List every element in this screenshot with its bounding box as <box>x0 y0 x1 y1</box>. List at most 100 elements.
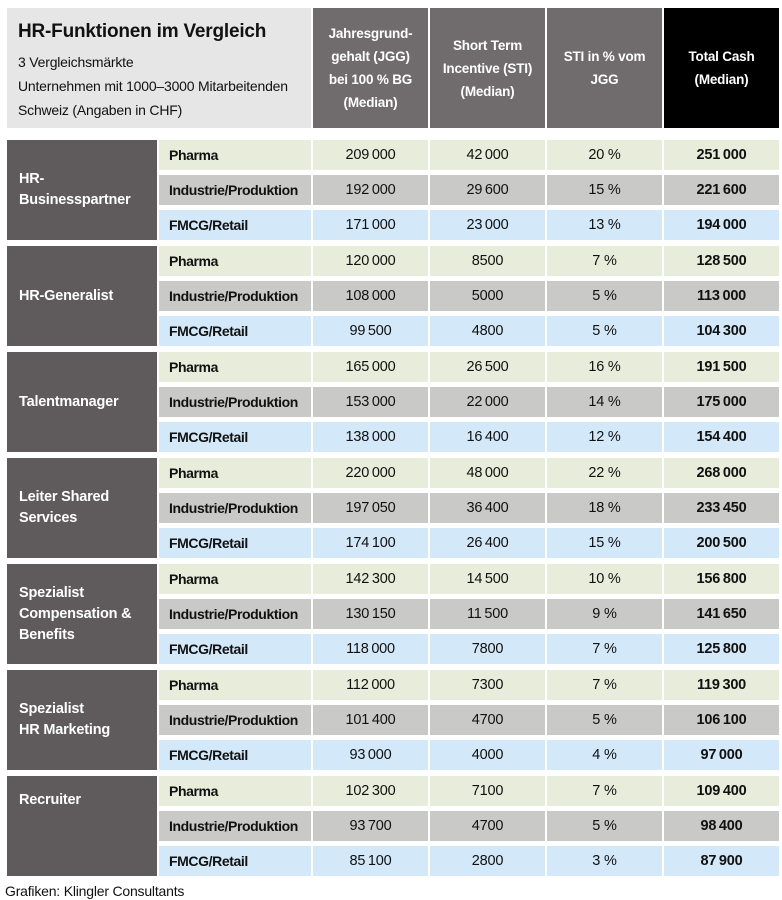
value-cell-jgg: 101 400 <box>313 705 428 735</box>
table-row: Industrie/Produktion 153 000 22 000 14 % 175… <box>159 387 779 417</box>
function-label: Recruiter <box>7 776 157 876</box>
value-cell-total-cash: 97 000 <box>664 740 779 770</box>
value-cell-total-cash: 87 900 <box>664 846 779 876</box>
value-cell-sti: 29 600 <box>430 175 545 205</box>
value-cell-sti-pct: 4 % <box>547 740 662 770</box>
function-label: Talentmanager <box>7 352 157 452</box>
value-cell-sti: 26 500 <box>430 352 545 382</box>
market-cell: Industrie/Produktion <box>159 175 311 205</box>
value-cell-total-cash: 104 300 <box>664 316 779 346</box>
function-label: HR-Businesspartner <box>7 140 157 240</box>
value-cell-total-cash: 128 500 <box>664 246 779 276</box>
function-rows: Pharma 209 000 42 000 20 % 251 000 Industrie/… <box>159 140 779 240</box>
table-row: Pharma 142 300 14 500 10 % 156 800 <box>159 564 779 594</box>
value-cell-jgg: 93 000 <box>313 740 428 770</box>
table-row: Industrie/Produktion 130 150 11 500 9 % 141 … <box>159 599 779 629</box>
value-cell-jgg: 85 100 <box>313 846 428 876</box>
function-group: Recruiter Pharma 102 300 7100 7 % 109 400 Indu… <box>7 776 782 876</box>
value-cell-sti: 4700 <box>430 811 545 841</box>
function-label: Spezialist HR Marketing <box>7 670 157 770</box>
market-cell: Industrie/Produktion <box>159 599 311 629</box>
column-header-sti-pct: STI in % vom JGG <box>547 8 662 128</box>
value-cell-sti: 4000 <box>430 740 545 770</box>
value-cell-sti-pct: 7 % <box>547 246 662 276</box>
value-cell-total-cash: 221 600 <box>664 175 779 205</box>
table-title: HR-Funktionen im Vergleich <box>18 21 267 42</box>
value-cell-sti-pct: 20 % <box>547 140 662 170</box>
value-cell-sti: 4800 <box>430 316 545 346</box>
function-rows: Pharma 142 300 14 500 10 % 156 800 Industrie/… <box>159 564 779 664</box>
function-rows: Pharma 112 000 7300 7 % 119 300 Industrie/Pro… <box>159 670 779 770</box>
value-cell-sti-pct: 15 % <box>547 528 662 558</box>
table-row: Industrie/Produktion 197 050 36 400 18 % 233… <box>159 493 779 523</box>
value-cell-jgg: 192 000 <box>313 175 428 205</box>
value-cell-sti: 8500 <box>430 246 545 276</box>
market-cell: Pharma <box>159 670 311 700</box>
market-cell: FMCG/Retail <box>159 528 311 558</box>
function-label: Leiter Shared Services <box>7 458 157 558</box>
value-cell-jgg: 102 300 <box>313 776 428 806</box>
table-row: FMCG/Retail 118 000 7800 7 % 125 800 <box>159 634 779 664</box>
table-row: FMCG/Retail 171 000 23 000 13 % 194 000 <box>159 210 779 240</box>
value-cell-total-cash: 156 800 <box>664 564 779 594</box>
value-cell-total-cash: 98 400 <box>664 811 779 841</box>
market-cell: FMCG/Retail <box>159 846 311 876</box>
table-row: Industrie/Produktion 93 700 4700 5 % 98 400 <box>159 811 779 841</box>
value-cell-jgg: 99 500 <box>313 316 428 346</box>
table-row: FMCG/Retail 174 100 26 400 15 % 200 500 <box>159 528 779 558</box>
value-cell-jgg: 165 000 <box>313 352 428 382</box>
market-cell: Pharma <box>159 140 311 170</box>
table-row: Industrie/Produktion 101 400 4700 5 % 106 10… <box>159 705 779 735</box>
function-label: Spezialist Compensation & Benefits <box>7 564 157 664</box>
function-rows: Pharma 102 300 7100 7 % 109 400 Industrie/Pro… <box>159 776 779 876</box>
value-cell-sti: 42 000 <box>430 140 545 170</box>
value-cell-total-cash: 109 400 <box>664 776 779 806</box>
value-cell-jgg: 120 000 <box>313 246 428 276</box>
table-row: FMCG/Retail 85 100 2800 3 % 87 900 <box>159 846 779 876</box>
value-cell-sti: 7800 <box>430 634 545 664</box>
value-cell-sti-pct: 7 % <box>547 776 662 806</box>
market-cell: FMCG/Retail <box>159 316 311 346</box>
value-cell-sti-pct: 10 % <box>547 564 662 594</box>
value-cell-sti-pct: 15 % <box>547 175 662 205</box>
market-cell: Industrie/Produktion <box>159 811 311 841</box>
table-row: Pharma 165 000 26 500 16 % 191 500 <box>159 352 779 382</box>
value-cell-jgg: 108 000 <box>313 281 428 311</box>
column-header-total-cash: Total Cash (Median) <box>664 8 779 128</box>
function-group: Spezialist HR Marketing Pharma 112 000 7300… <box>7 670 782 770</box>
value-cell-jgg: 220 000 <box>313 458 428 488</box>
value-cell-total-cash: 268 000 <box>664 458 779 488</box>
function-rows: Pharma 165 000 26 500 16 % 191 500 Industrie/… <box>159 352 779 452</box>
market-cell: Pharma <box>159 352 311 382</box>
value-cell-sti-pct: 5 % <box>547 811 662 841</box>
value-cell-total-cash: 141 650 <box>664 599 779 629</box>
value-cell-sti: 5000 <box>430 281 545 311</box>
table-row: Industrie/Produktion 192 000 29 600 15 % 221… <box>159 175 779 205</box>
market-cell: Pharma <box>159 458 311 488</box>
value-cell-sti: 7100 <box>430 776 545 806</box>
value-cell-sti: 16 400 <box>430 422 545 452</box>
table-header: HR-Funktionen im Vergleich 3 Vergleichsm… <box>7 8 782 128</box>
value-cell-sti: 7300 <box>430 670 545 700</box>
value-cell-sti-pct: 16 % <box>547 352 662 382</box>
value-cell-sti-pct: 22 % <box>547 458 662 488</box>
market-cell: FMCG/Retail <box>159 422 311 452</box>
market-cell: Pharma <box>159 246 311 276</box>
market-cell: Industrie/Produktion <box>159 705 311 735</box>
value-cell-sti: 48 000 <box>430 458 545 488</box>
value-cell-sti-pct: 7 % <box>547 670 662 700</box>
value-cell-sti-pct: 5 % <box>547 281 662 311</box>
value-cell-jgg: 130 150 <box>313 599 428 629</box>
market-cell: Industrie/Produktion <box>159 493 311 523</box>
value-cell-jgg: 138 000 <box>313 422 428 452</box>
table-subtitle: 3 Vergleichsmärkte Unternehmen mit 1000–… <box>18 54 288 118</box>
value-cell-sti: 14 500 <box>430 564 545 594</box>
value-cell-sti-pct: 7 % <box>547 634 662 664</box>
value-cell-sti: 36 400 <box>430 493 545 523</box>
table-row: Pharma 220 000 48 000 22 % 268 000 <box>159 458 779 488</box>
market-cell: FMCG/Retail <box>159 740 311 770</box>
value-cell-sti-pct: 12 % <box>547 422 662 452</box>
value-cell-total-cash: 200 500 <box>664 528 779 558</box>
column-header-sti: Short Term Incentive (STI) (Median) <box>430 8 545 128</box>
